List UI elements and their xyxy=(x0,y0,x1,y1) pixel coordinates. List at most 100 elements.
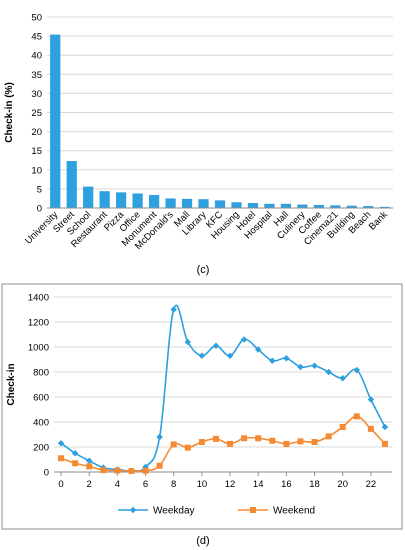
bar xyxy=(66,161,77,208)
data-point-weekday xyxy=(170,306,177,313)
data-point-weekday xyxy=(311,362,318,369)
bar xyxy=(264,203,275,208)
bar-chart-x-ticks: UniversityStreetSchoolRestaurantPizzaOff… xyxy=(23,209,390,252)
data-point-weekend xyxy=(128,468,135,474)
data-point-weekend xyxy=(297,438,304,445)
data-point-weekday xyxy=(255,346,262,353)
bar-chart-y-tick-label: 20 xyxy=(31,127,42,138)
line-chart-series xyxy=(57,304,389,474)
data-point-weekend xyxy=(283,440,290,447)
data-point-weekday xyxy=(184,338,191,346)
bar xyxy=(165,198,176,208)
line-chart-y-tick-label: 1200 xyxy=(28,318,49,329)
line-chart-y-tick-label: 1400 xyxy=(28,293,49,304)
bar xyxy=(297,204,308,208)
bar xyxy=(313,204,324,208)
data-point-weekend xyxy=(339,424,346,430)
panel-label-c: (c) xyxy=(197,264,210,276)
data-point-weekday xyxy=(156,433,163,441)
bar-chart-y-tick-label: 15 xyxy=(31,146,42,157)
data-point-weekend xyxy=(367,425,374,432)
line-chart-y-tick-label: 800 xyxy=(33,368,49,379)
line-chart-gridlines xyxy=(54,296,392,448)
bar xyxy=(83,186,94,208)
bar xyxy=(181,198,193,208)
line-chart-x-tick-label: 14 xyxy=(253,479,264,490)
data-point-weekend xyxy=(142,467,149,474)
bar xyxy=(214,200,226,208)
data-point-weekend xyxy=(100,467,107,474)
line-chart-x-tick-label: 20 xyxy=(337,479,348,490)
bar xyxy=(231,202,242,208)
bar-chart-y-tick-label: 0 xyxy=(37,204,42,215)
data-point-weekend xyxy=(241,435,248,442)
bar-chart-y-tick-label: 35 xyxy=(31,70,42,81)
line-chart-legend: Weekday Weekend xyxy=(118,506,315,517)
line-chart-x-tick-label: 16 xyxy=(281,479,292,490)
data-point-weekday xyxy=(269,357,276,364)
legend-swatch-marker xyxy=(129,506,137,514)
bar-chart-gridlines xyxy=(47,16,393,190)
data-point-weekend xyxy=(255,435,262,442)
line-chart-x-tick-label: 12 xyxy=(225,479,236,490)
data-point-weekday xyxy=(86,457,93,464)
data-point-weekend xyxy=(227,440,234,447)
bar-chart-y-tick-label: 50 xyxy=(31,13,42,24)
bar xyxy=(363,206,374,208)
bar xyxy=(50,34,61,209)
data-point-weekday xyxy=(353,366,360,374)
data-point-weekend xyxy=(86,463,93,470)
bar xyxy=(346,205,357,208)
data-point-weekend xyxy=(311,439,318,445)
data-point-weekday xyxy=(71,450,79,457)
bar-chart-y-ticks: 0 5 10 15 20 25 30 35 40 45 50 xyxy=(31,13,42,215)
bar-chart-y-tick-label: 10 xyxy=(31,165,42,176)
bar-chart-y-tick-label: 30 xyxy=(31,89,42,100)
data-point-weekday xyxy=(367,396,375,403)
bar xyxy=(379,206,390,208)
line-chart-x-tick-label: 2 xyxy=(87,479,92,490)
data-point-weekend xyxy=(114,467,121,474)
bar xyxy=(198,199,209,208)
bar xyxy=(132,193,143,208)
line-chart-x-ticks: 0 2 4 6 8 10 12 14 16 18 20 22 xyxy=(58,472,376,490)
data-point-weekend xyxy=(58,455,65,462)
line-chart-y-tick-label: 400 xyxy=(33,418,49,429)
data-point-weekend xyxy=(170,441,177,448)
data-point-weekend xyxy=(72,460,79,467)
data-point-weekday xyxy=(381,423,389,431)
data-point-weekday xyxy=(212,342,220,349)
line-chart-x-tick-label: 4 xyxy=(115,479,120,490)
line-chart-x-tick-label: 8 xyxy=(171,479,176,490)
data-point-weekend xyxy=(353,413,360,420)
legend-label: Weekday xyxy=(153,506,195,517)
line-chart-y-tick-label: 600 xyxy=(33,393,49,404)
data-point-weekday xyxy=(240,336,248,343)
legend-item-weekend: Weekend xyxy=(238,506,315,517)
line-chart-y-tick-label: 0 xyxy=(44,468,49,479)
data-point-weekday xyxy=(297,363,304,371)
line-chart-y-ticks: 0 200 400 600 800 1000 1200 1400 xyxy=(28,293,49,479)
series-line-weekend xyxy=(60,415,386,473)
data-point-weekend xyxy=(325,433,332,440)
line-chart-x-tick-label: 6 xyxy=(143,479,148,490)
data-point-weekend xyxy=(269,437,276,444)
bar xyxy=(148,195,160,208)
bar xyxy=(330,205,341,208)
data-point-weekday xyxy=(198,352,206,359)
data-point-weekend xyxy=(198,439,205,445)
data-point-weekend xyxy=(156,462,163,469)
series-weekend xyxy=(58,413,388,474)
data-point-weekday xyxy=(325,368,332,376)
bar-chart-y-tick-label: 25 xyxy=(31,108,42,119)
data-point-weekend xyxy=(212,435,219,442)
line-chart-x-tick-label: 0 xyxy=(58,479,63,490)
line-chart-x-tick-label: 18 xyxy=(309,479,320,490)
line-chart-y-tick-label: 1000 xyxy=(28,343,49,354)
bar xyxy=(116,192,127,208)
bar xyxy=(99,191,110,208)
legend-swatch-marker xyxy=(250,507,256,513)
line-chart-panel: 0 200 400 600 800 1000 1200 1400 0 2 4 6 8 10 12 14 16 1… xyxy=(1,283,403,547)
data-point-weekend xyxy=(184,444,191,451)
